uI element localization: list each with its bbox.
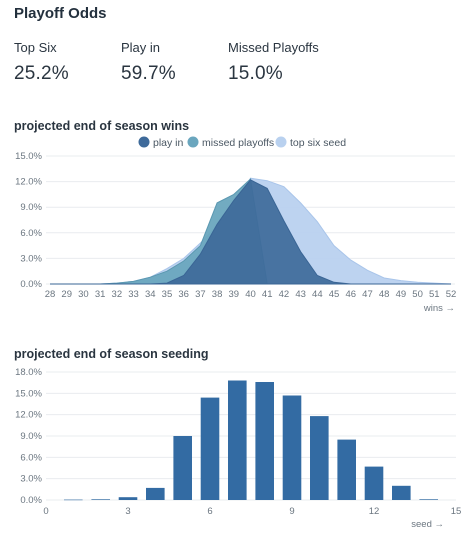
bar-seed-12 xyxy=(364,466,384,500)
x-axis-label: seed → xyxy=(411,519,444,530)
x-tick-label: 29 xyxy=(61,289,72,300)
x-tick-label: 32 xyxy=(112,289,123,300)
x-tick-label: 52 xyxy=(446,289,457,300)
bar-seed-10 xyxy=(310,416,329,500)
x-tick-label: 39 xyxy=(229,289,240,300)
x-tick-label: 28 xyxy=(45,289,56,300)
x-tick-label: 37 xyxy=(195,289,206,300)
bar-seed-1 xyxy=(64,499,83,501)
area-series-play-in xyxy=(50,179,451,285)
x-tick-label: 3 xyxy=(125,506,130,517)
y-tick-label: 15.0% xyxy=(15,388,42,399)
x-tick-label: 38 xyxy=(212,289,223,300)
bar-seed-2 xyxy=(91,499,110,500)
x-tick-label: 43 xyxy=(295,289,306,300)
x-tick-label: 48 xyxy=(379,289,390,300)
stat-top-six: Top Six 25.2% xyxy=(14,40,69,85)
y-tick-label: 12.0% xyxy=(15,177,42,188)
legend-label-top-six-seed: top six seed xyxy=(290,137,346,149)
y-tick-label: 12.0% xyxy=(15,410,42,421)
stat-label: Play in xyxy=(121,40,161,55)
x-tick-label: 33 xyxy=(128,289,139,300)
x-tick-label: 0 xyxy=(43,506,48,517)
y-tick-label: 9.0% xyxy=(20,431,42,442)
y-tick-label: 15.0% xyxy=(15,151,42,162)
y-tick-label: 0.0% xyxy=(20,495,42,506)
x-tick-label: 49 xyxy=(396,289,407,300)
bar-seed-8 xyxy=(255,382,274,500)
stat-value: 15.0% xyxy=(228,63,283,84)
legend-label-missed-playoffs: missed playoffs xyxy=(202,137,274,149)
legend-swatch-top-six-seed xyxy=(275,136,287,148)
x-tick-label: 44 xyxy=(312,289,323,300)
x-tick-label: 12 xyxy=(369,506,380,517)
legend-swatch-play-in xyxy=(138,136,150,148)
legend-label-play-in: play in xyxy=(153,137,184,149)
seeding-chart-title: projected end of season seeding xyxy=(14,347,209,361)
x-tick-label: 40 xyxy=(245,289,256,300)
y-tick-label: 9.0% xyxy=(20,202,42,213)
bar-seed-13 xyxy=(392,485,411,500)
y-tick-label: 3.0% xyxy=(20,474,42,485)
bar-seed-9 xyxy=(282,395,302,500)
y-tick-label: 0.0% xyxy=(20,279,42,290)
y-tick-label: 6.0% xyxy=(20,452,42,463)
x-tick-label: 35 xyxy=(162,289,173,300)
x-tick-label: 34 xyxy=(145,289,156,300)
y-tick-label: 6.0% xyxy=(20,228,42,239)
seeding-bar-chart: 0.0% 3.0% 6.0% 9.0% 12.0% 15.0% 18.0% 0 3 6 9 12 15 s… xyxy=(15,367,462,530)
bar-seed-11 xyxy=(337,439,356,500)
stat-label: Top Six xyxy=(14,40,57,55)
bar-seed-14 xyxy=(419,499,438,500)
x-tick-label: 9 xyxy=(289,506,294,517)
x-tick-label: 31 xyxy=(95,289,106,300)
x-tick-label: 47 xyxy=(362,289,373,300)
x-tick-label: 15 xyxy=(451,506,462,517)
stat-play-in: Play in 59.7% xyxy=(121,40,176,85)
bar-seed-6 xyxy=(200,397,220,500)
x-tick-label: 45 xyxy=(329,289,340,300)
y-tick-label: 3.0% xyxy=(20,253,42,264)
x-axis-label: wins → xyxy=(423,303,455,314)
x-tick-label: 36 xyxy=(178,289,189,300)
wins-chart-title: projected end of season wins xyxy=(14,119,190,133)
legend-swatch-missed-playoffs xyxy=(187,136,199,148)
bar-seed-7 xyxy=(228,380,247,500)
bar-seed-5 xyxy=(173,436,192,500)
x-tick-label: 30 xyxy=(78,289,89,300)
wins-area-chart: 0.0% 3.0% 6.0% 9.0% 12.0% 15.0% 28 29 30 31 32 33 34… xyxy=(15,136,457,314)
x-tick-label: 51 xyxy=(429,289,440,300)
bar-seed-3 xyxy=(118,497,138,500)
stat-label: Missed Playoffs xyxy=(228,40,319,55)
page-title: Playoff Odds xyxy=(14,5,107,22)
x-tick-label: 50 xyxy=(412,289,423,300)
stat-value: 59.7% xyxy=(121,63,176,84)
x-tick-label: 42 xyxy=(279,289,290,300)
stat-value: 25.2% xyxy=(14,63,69,84)
bar-seed-4 xyxy=(146,487,165,500)
x-tick-label: 46 xyxy=(345,289,356,300)
x-tick-label: 41 xyxy=(262,289,273,300)
x-tick-label: 6 xyxy=(207,506,212,517)
stat-missed-playoffs: Missed Playoffs 15.0% xyxy=(228,40,319,85)
y-tick-label: 18.0% xyxy=(15,367,42,378)
